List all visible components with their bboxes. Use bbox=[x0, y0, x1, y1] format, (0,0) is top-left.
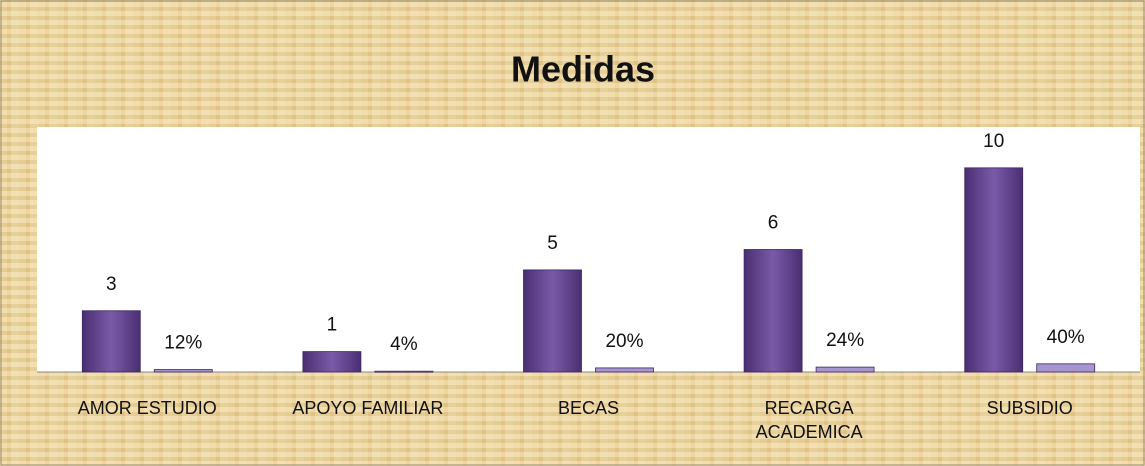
bar bbox=[153, 369, 213, 373]
data-label: 10 bbox=[983, 131, 1004, 152]
data-label: 24% bbox=[826, 330, 864, 351]
data-label: 1 bbox=[327, 315, 338, 336]
chart-title: Medidas bbox=[511, 49, 655, 90]
data-label: 20% bbox=[605, 331, 643, 352]
bar bbox=[815, 366, 875, 373]
bar bbox=[523, 269, 582, 373]
bar bbox=[595, 367, 654, 373]
bar bbox=[964, 167, 1024, 373]
data-label: 5 bbox=[547, 233, 558, 254]
bar bbox=[374, 370, 434, 373]
x-tick-label: AMOR ESTUDIO bbox=[77, 398, 217, 418]
bar bbox=[743, 249, 803, 373]
data-label: 12% bbox=[164, 333, 202, 354]
x-tick-label: RECARGA ACADEMICA bbox=[755, 398, 863, 442]
x-tick-label: BECAS bbox=[557, 398, 620, 418]
data-label: 40% bbox=[1047, 327, 1085, 348]
data-label: 3 bbox=[106, 274, 117, 295]
bar bbox=[302, 351, 362, 373]
data-label: 6 bbox=[768, 213, 779, 234]
x-tick-label: APOYO FAMILIAR bbox=[292, 398, 444, 418]
x-tick-label: SUBSIDIO bbox=[986, 398, 1073, 418]
bar bbox=[1036, 363, 1096, 373]
bar bbox=[81, 310, 141, 373]
plot-area bbox=[37, 127, 1140, 372]
data-label: 4% bbox=[390, 334, 418, 355]
